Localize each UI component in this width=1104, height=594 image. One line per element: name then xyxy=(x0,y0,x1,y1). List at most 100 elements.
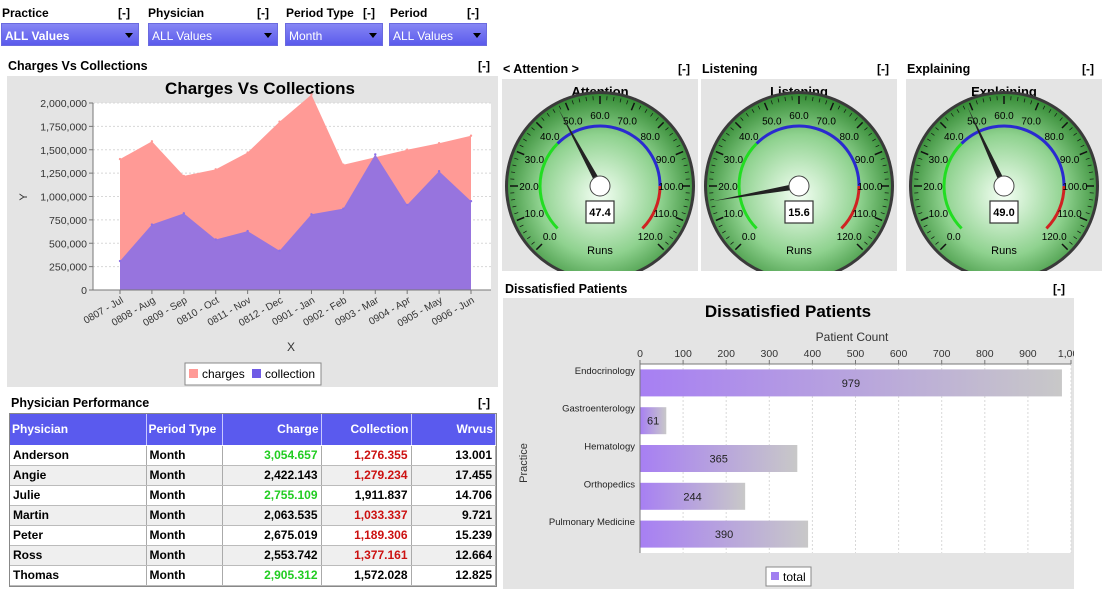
charges-panel-collapse[interactable]: [-] xyxy=(478,59,490,73)
y-axis-label: Practice xyxy=(518,443,530,483)
filter-label-period: Period xyxy=(390,6,427,20)
filter-collapse-period[interactable]: [-] xyxy=(467,6,479,20)
cell-charge: 2,905.312 xyxy=(222,565,321,585)
cell-wrvus: 9.721 xyxy=(411,505,496,525)
gauge-listening: Listening0.010.020.030.040.050.060.070.0… xyxy=(701,79,897,271)
column-header-period-type[interactable]: Period Type xyxy=(146,414,222,445)
gauge-attention: Attention0.010.020.030.040.050.060.070.0… xyxy=(502,79,698,271)
gauge-tick-label: 120.0 xyxy=(638,232,663,243)
data-point-charges xyxy=(438,142,440,144)
data-point-collection xyxy=(438,170,440,172)
x-axis-label: X xyxy=(287,340,295,354)
gauge-panel-collapse[interactable]: [-] xyxy=(1082,62,1094,76)
chevron-down-icon xyxy=(473,33,481,38)
data-point-collection xyxy=(470,200,472,202)
column-header-physician[interactable]: Physician xyxy=(10,414,146,445)
gauge-tick-label: 40.0 xyxy=(944,132,964,143)
y-tick-label: 2,000,000 xyxy=(40,98,87,110)
physician-table-container: Physician Period Type Charge Collection … xyxy=(9,413,497,587)
period-type-dropdown-value: Month xyxy=(289,29,322,43)
data-point-collection xyxy=(246,230,248,232)
gauge-tick-label: 110.0 xyxy=(1057,209,1082,220)
gauge-tick-label: 120.0 xyxy=(1042,232,1067,243)
data-point-collection xyxy=(215,238,217,240)
gauge-tick-label: 50.0 xyxy=(563,116,583,127)
bar-value-label: 390 xyxy=(715,529,733,541)
x-axis-label: Patient Count xyxy=(816,330,889,344)
data-point-charges xyxy=(215,168,217,170)
data-point-charges xyxy=(470,135,472,137)
gauge-tick-label: 80.0 xyxy=(1044,132,1064,143)
category-label: Endocrinology xyxy=(575,366,635,377)
physician-dropdown[interactable]: ALL Values xyxy=(148,23,278,46)
cell-wrvus: 15.239 xyxy=(411,525,496,545)
y-tick-label: 0 xyxy=(81,285,87,297)
gauge-tick-label: 100.0 xyxy=(1062,182,1087,193)
data-point-collection xyxy=(183,212,185,214)
cell-physician: Thomas xyxy=(10,565,146,585)
cell-charge: 2,675.019 xyxy=(222,525,321,545)
x-tick-label: 900 xyxy=(1019,348,1037,360)
filter-collapse-physician[interactable]: [-] xyxy=(257,6,269,20)
gauge-hub xyxy=(590,176,610,196)
dissatisfied-panel-collapse[interactable]: [-] xyxy=(1053,282,1065,296)
cell-physician: Anderson xyxy=(10,445,146,465)
gauge-tick-label: 40.0 xyxy=(739,132,759,143)
x-tick-label: 800 xyxy=(976,348,994,360)
filter-collapse-practice[interactable]: [-] xyxy=(118,6,130,20)
data-point-collection xyxy=(374,153,376,155)
x-tick-label: 300 xyxy=(761,348,779,360)
period-dropdown[interactable]: ALL Values xyxy=(389,23,487,46)
gauge-panel-collapse[interactable]: [-] xyxy=(877,62,889,76)
y-tick-label: 1,000,000 xyxy=(40,192,87,204)
gauge-tick-label: 90.0 xyxy=(656,155,676,166)
cell-period-type: Month xyxy=(146,445,222,465)
period-type-dropdown[interactable]: Month xyxy=(285,23,383,46)
cell-period-type: Month xyxy=(146,465,222,485)
chevron-down-icon xyxy=(369,33,377,38)
cell-wrvus: 13.001 xyxy=(411,445,496,465)
gauge-tick-label: 50.0 xyxy=(762,116,782,127)
gauge-tick-label: 0.0 xyxy=(543,232,557,243)
gauge-unit: Runs xyxy=(991,245,1017,257)
gauge-tick-label: 90.0 xyxy=(1060,155,1080,166)
cell-collection: 1,572.028 xyxy=(321,565,411,585)
cell-collection: 1,189.306 xyxy=(321,525,411,545)
gauge-tick-label: 0.0 xyxy=(742,232,756,243)
data-point-collection xyxy=(310,213,312,215)
gauge-tick-label: 70.0 xyxy=(816,116,836,127)
gauge-dial: Attention0.010.020.030.040.050.060.070.0… xyxy=(502,79,698,271)
filter-collapse-period-type[interactable]: [-] xyxy=(363,6,375,20)
gauge-tick-label: 120.0 xyxy=(837,232,862,243)
gauge-tick-label: 100.0 xyxy=(658,182,683,193)
gauge-tick-label: 10.0 xyxy=(525,209,545,220)
y-tick-label: 1,500,000 xyxy=(40,145,87,157)
x-tick-label: 500 xyxy=(847,348,865,360)
x-tick-label: 100 xyxy=(674,348,692,360)
data-point-charges xyxy=(183,175,185,177)
x-tick-label: 700 xyxy=(933,348,951,360)
gauge-panel-header: Listening xyxy=(702,62,758,76)
physician-panel-collapse[interactable]: [-] xyxy=(478,396,490,410)
gauge-tick-label: 30.0 xyxy=(929,155,949,166)
practice-dropdown[interactable]: ALL Values xyxy=(1,23,139,46)
gauge-panel-collapse[interactable]: [-] xyxy=(678,62,690,76)
charges-vs-collections-chart: Charges Vs Collections 0250,000500,00075… xyxy=(7,76,498,387)
column-header-collection[interactable]: Collection xyxy=(321,414,411,445)
data-point-collection xyxy=(119,260,121,262)
filter-label-physician: Physician xyxy=(148,6,204,20)
cell-collection: 1,276.355 xyxy=(321,445,411,465)
column-header-charge[interactable]: Charge xyxy=(222,414,321,445)
column-header-wrvus[interactable]: Wrvus xyxy=(411,414,496,445)
gauge-tick-label: 40.0 xyxy=(540,132,560,143)
x-tick-label: 0 xyxy=(637,348,643,360)
gauge-dial: Explaining0.010.020.030.040.050.060.070.… xyxy=(906,79,1102,271)
